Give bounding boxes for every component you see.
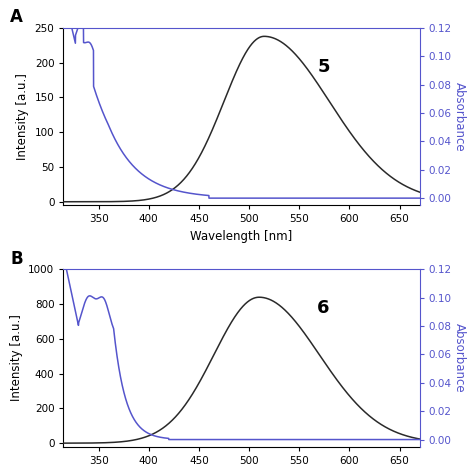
Y-axis label: Intensity [a.u.]: Intensity [a.u.]: [10, 315, 23, 401]
Text: B: B: [10, 250, 23, 268]
Text: 5: 5: [317, 58, 330, 76]
Y-axis label: Absorbance: Absorbance: [453, 323, 465, 393]
Y-axis label: Intensity [a.u.]: Intensity [a.u.]: [16, 73, 29, 160]
Y-axis label: Absorbance: Absorbance: [453, 82, 465, 151]
Text: 6: 6: [317, 300, 330, 318]
X-axis label: Wavelength [nm]: Wavelength [nm]: [191, 230, 292, 243]
Text: A: A: [10, 8, 23, 26]
